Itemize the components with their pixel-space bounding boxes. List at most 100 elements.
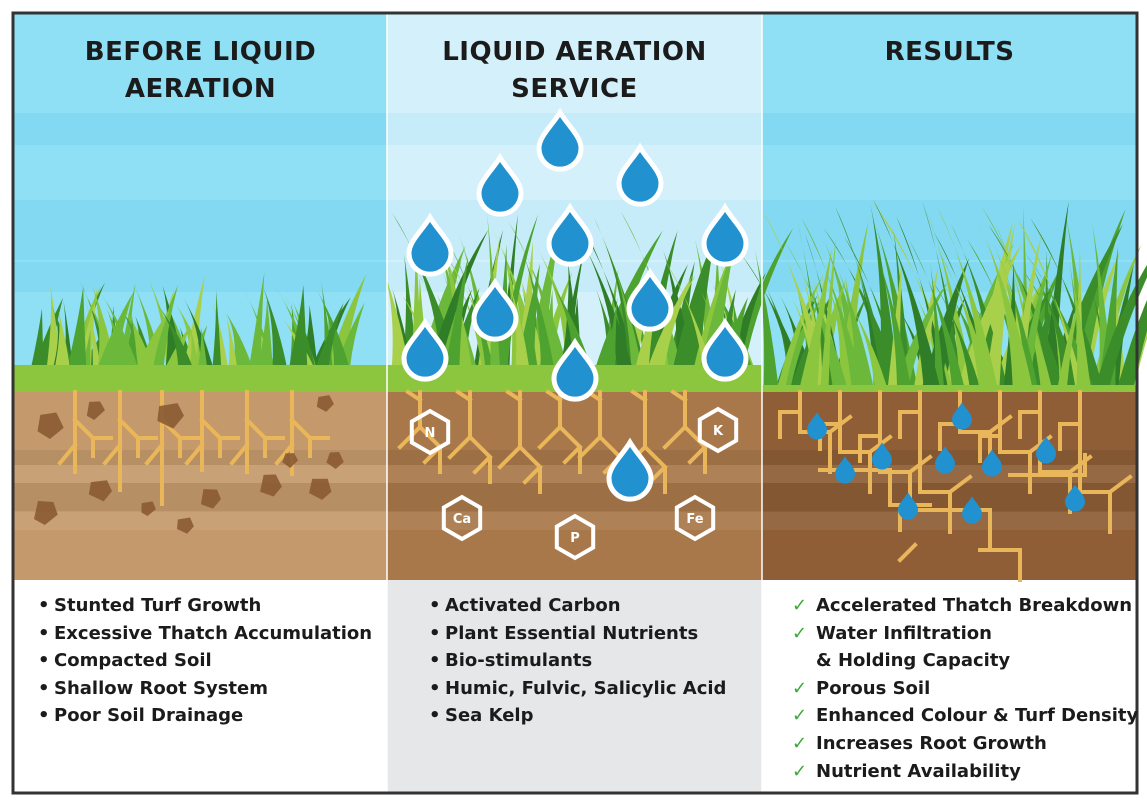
grass-blade (852, 249, 883, 388)
grass-blade (605, 297, 618, 370)
check-icon: ✓ (792, 677, 808, 699)
before-list: • Stunted Turf Growth • Excessive Thatch A… (38, 592, 372, 730)
root (144, 390, 200, 506)
grass-tuft (30, 272, 367, 370)
soil-rock (309, 478, 332, 500)
soil-layer (13, 512, 387, 530)
bullet-icon: • (38, 705, 50, 727)
grass-blade (838, 270, 874, 388)
soil-rock (141, 501, 156, 516)
outer-border (11, 11, 1139, 795)
root (622, 389, 668, 494)
nutrient-hexagon-icon (441, 494, 483, 542)
soil-layer (13, 483, 387, 511)
bullet-icon: • (429, 650, 441, 672)
service-list: • Activated Carbon • Plant Essential Nutri… (429, 592, 726, 730)
grass-blade (1070, 270, 1091, 388)
grass-blade (54, 311, 71, 370)
root (447, 389, 493, 484)
grass-blade (576, 217, 638, 370)
water-drop-icon (835, 456, 855, 484)
list-item: ✓ Porous Soil (792, 675, 1138, 703)
soil-rock (326, 451, 344, 469)
service-title: LIQUID AERATION SERVICE (442, 37, 707, 104)
bullet-icon: • (429, 595, 441, 616)
water-drop-icon (701, 202, 749, 267)
list-item: • Bio-stimulants (429, 647, 726, 675)
sky-band (13, 262, 387, 292)
grass-blade (135, 309, 171, 370)
grass-blade (977, 219, 1033, 388)
root (662, 389, 708, 474)
water-drop-icon (1036, 436, 1056, 464)
grass-blade (248, 272, 265, 370)
grass-blade (922, 200, 963, 388)
root (57, 390, 113, 474)
grass-strip (762, 385, 1137, 393)
water-drop-icon (536, 107, 584, 172)
check-icon: ✓ (792, 705, 808, 727)
soil-layer (387, 450, 762, 465)
soil-rock (86, 401, 105, 420)
grass-blade (984, 223, 1015, 388)
nutrient-label: Fe (686, 512, 703, 527)
grass-blade (699, 238, 736, 370)
grass-blade (909, 239, 965, 388)
grass-blade (754, 250, 779, 388)
before-title: BEFORE LIQUID AERATION (84, 37, 317, 104)
nutrient-label: N (425, 426, 436, 441)
grass-blade (509, 282, 530, 370)
grass-blade (85, 298, 102, 370)
grass-blade (189, 327, 200, 370)
nutrient-hexagon-icon (697, 406, 739, 454)
water-drop-icon (962, 496, 982, 524)
water-drop-icon (471, 277, 519, 342)
water-drop-icon (807, 412, 827, 440)
water-drop-icon (982, 449, 1002, 477)
list-item: ✓ Water Infiltration (792, 620, 1138, 648)
grass-blade (842, 291, 888, 388)
grass-blade (226, 313, 238, 370)
water-drop-icon (1065, 484, 1085, 512)
bullet-icon: • (38, 622, 50, 644)
list-item: • Compacted Soil (38, 647, 372, 675)
grass-blade (182, 295, 214, 370)
list-item: • Excessive Thatch Accumulation (38, 620, 372, 648)
grass-blade (646, 275, 696, 370)
grass-blade (1117, 300, 1147, 388)
sky-band (762, 113, 1137, 145)
grass-blade (263, 287, 288, 370)
grass-blade (428, 229, 489, 370)
grass-blade (799, 284, 827, 388)
check-icon: ✓ (792, 732, 808, 754)
grass-blade (936, 205, 998, 388)
nutrient-hexagon-icon (554, 513, 596, 561)
water-drop-icon (952, 402, 972, 430)
grass-blade (931, 279, 981, 388)
check-icon: ✓ (792, 622, 808, 644)
soil-rock (34, 501, 58, 525)
grass-blade (777, 275, 823, 388)
grass-blade (81, 329, 91, 370)
grass-blade (893, 228, 911, 388)
water-drop-icon (626, 267, 674, 332)
bullet-icon: • (38, 595, 50, 616)
nutrient-hexagon-icon (409, 408, 451, 456)
text-panel (762, 580, 1137, 793)
soil-rock (200, 489, 221, 509)
grass-blade (257, 298, 274, 370)
list-item: ✓ Enhanced Colour & Turf Density (792, 702, 1138, 730)
grass-blade (212, 290, 222, 370)
water-drop-icon (546, 202, 594, 267)
grass-blade (835, 206, 891, 388)
text-panel (13, 580, 387, 793)
nutrient-label: K (713, 424, 724, 439)
grass-blade (921, 258, 970, 388)
grass-tuft (742, 199, 1147, 388)
bullet-icon: • (38, 677, 50, 699)
grass-blade (226, 313, 254, 370)
grass-blade (197, 326, 208, 370)
soil-rock (37, 412, 64, 439)
sky-band (13, 200, 387, 260)
